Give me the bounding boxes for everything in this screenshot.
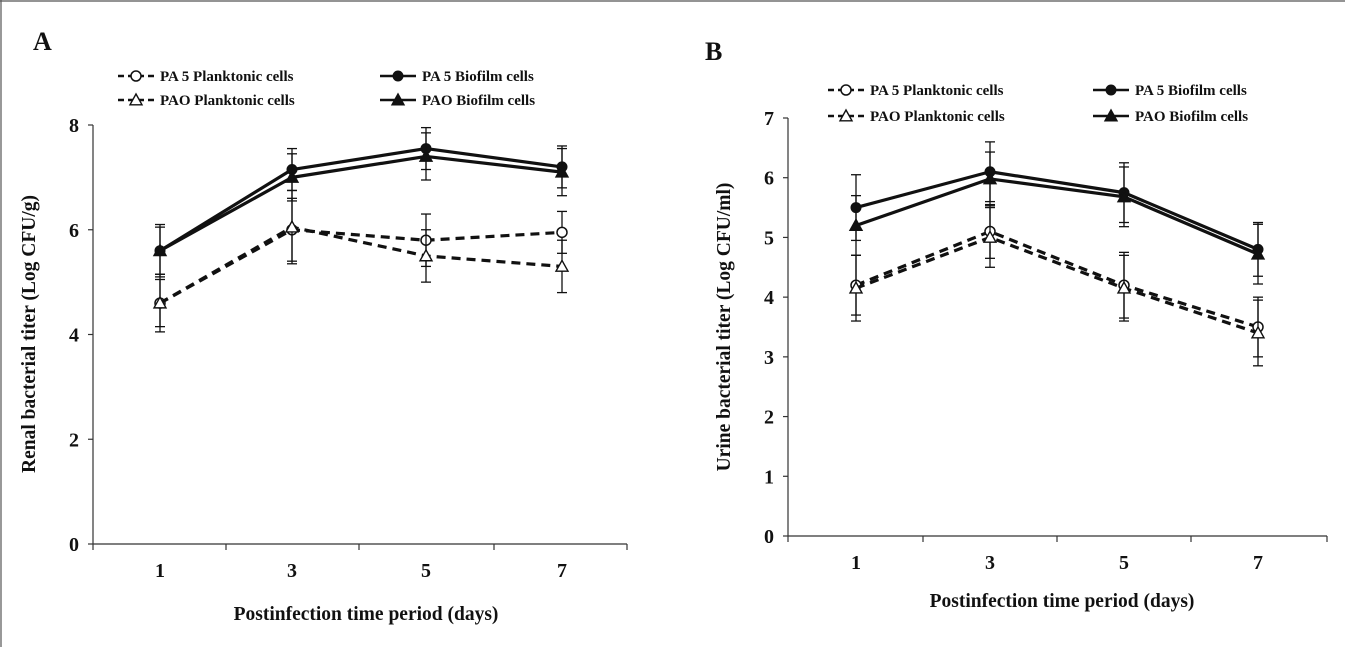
x-axis-title: Postinfection time period (days): [234, 604, 499, 625]
series-pao-planktonic-cells: [848, 206, 1266, 367]
y-tick-label: 6: [69, 220, 79, 242]
legend-item: PAO Biofilm cells: [1093, 108, 1248, 125]
x-axis-title: Postinfection time period (days): [930, 591, 1195, 612]
legend-label: PA 5 Planktonic cells: [870, 83, 1004, 99]
x-tick-label: 5: [421, 560, 431, 582]
data-point: [418, 148, 434, 162]
chart-panel-a: A 0 2 4 6 8 1 3 5 7 Postinfection time period (day…: [19, 27, 628, 625]
legend-label: PA 5 Biofilm cells: [1135, 83, 1247, 99]
legend-item: PA 5 Planktonic cells: [828, 83, 1004, 99]
legend-marker: [840, 84, 852, 96]
data-point: [1116, 280, 1132, 294]
legend-marker: [838, 108, 854, 122]
series-line: [159, 225, 563, 305]
data-point: [554, 164, 570, 178]
data-point: [284, 169, 300, 183]
x-tick-label: 3: [287, 560, 297, 582]
series-line: [855, 229, 1259, 329]
legend-item: PA 5 Biofilm cells: [380, 69, 534, 85]
legend-label: PAO Biofilm cells: [422, 93, 535, 109]
y-tick-label: 8: [69, 115, 79, 137]
series-pa-5-planktonic-cells: [850, 203, 1264, 358]
series-line: [159, 228, 563, 305]
legend-label: PA 5 Biofilm cells: [422, 69, 534, 85]
panel-label: A: [33, 27, 52, 56]
y-tick-label: 6: [764, 168, 774, 190]
y-tick-label: 2: [764, 407, 774, 429]
data-point: [1116, 189, 1132, 203]
data-point: [554, 258, 570, 272]
data-point: [1250, 325, 1266, 339]
series-line: [855, 177, 1259, 256]
series-line: [159, 154, 563, 253]
legend-marker: [390, 92, 406, 106]
legend-marker: [1103, 108, 1119, 122]
y-tick-label: 0: [764, 526, 774, 548]
legend-marker: [130, 70, 142, 82]
y-tick-label: 3: [764, 347, 774, 369]
y-tick-label: 5: [764, 227, 774, 249]
data-point: [848, 218, 864, 231]
legend-item: PA 5 Biofilm cells: [1093, 83, 1247, 99]
chart-panel-b: B 0 1 2 3 4 5 6 7 1 3 5 7 Postinfection time period (…: [705, 37, 1328, 612]
legend-marker: [392, 70, 404, 82]
y-axis-title: Urine bacterial titer (Log CFU/ml): [714, 183, 735, 472]
series-line: [855, 170, 1259, 251]
data-point: [982, 171, 998, 185]
series-line: [159, 146, 563, 253]
series-line: [855, 235, 1259, 335]
series-pa-5-biofilm-cells: [154, 126, 568, 275]
x-tick-label: 1: [851, 552, 861, 574]
legend-item: PAO Biofilm cells: [380, 92, 535, 109]
legend-item: PA 5 Planktonic cells: [118, 69, 294, 85]
legend-marker: [1105, 84, 1117, 96]
series-pa-5-biofilm-cells: [850, 141, 1264, 277]
y-tick-label: 0: [69, 534, 79, 556]
data-point: [1250, 246, 1266, 260]
x-tick-label: 5: [1119, 552, 1129, 574]
legend-item: PAO Planktonic cells: [828, 108, 1005, 125]
data-point: [848, 280, 864, 294]
data-point: [152, 295, 168, 309]
data-point: [418, 248, 434, 262]
x-tick-label: 3: [985, 552, 995, 574]
y-tick-label: 1: [764, 466, 774, 488]
x-tick-label: 7: [1253, 552, 1263, 574]
series-pao-biofilm-cells: [152, 132, 570, 278]
y-tick-label: 4: [764, 287, 774, 309]
x-tick-label: 7: [557, 560, 567, 582]
y-tick-label: 4: [69, 325, 79, 347]
data-point: [982, 229, 998, 243]
data-point: [284, 219, 300, 233]
y-axis-title: Renal bacterial titer (Log CFU/g): [19, 195, 40, 473]
series-pao-planktonic-cells: [152, 189, 570, 328]
y-tick-label: 2: [69, 429, 79, 451]
data-point: [556, 226, 568, 239]
legend-label: PA 5 Planktonic cells: [160, 69, 294, 85]
legend-item: PAO Planktonic cells: [118, 92, 295, 109]
y-tick-label: 7: [764, 108, 774, 130]
x-tick-label: 1: [155, 560, 165, 582]
panel-label: B: [705, 37, 722, 66]
legend-label: PAO Biofilm cells: [1135, 109, 1248, 125]
legend-label: PAO Planktonic cells: [160, 93, 295, 109]
series-pao-biofilm-cells: [848, 151, 1266, 285]
legend-label: PAO Planktonic cells: [870, 109, 1005, 125]
legend-marker: [128, 92, 144, 106]
data-point: [152, 243, 168, 257]
